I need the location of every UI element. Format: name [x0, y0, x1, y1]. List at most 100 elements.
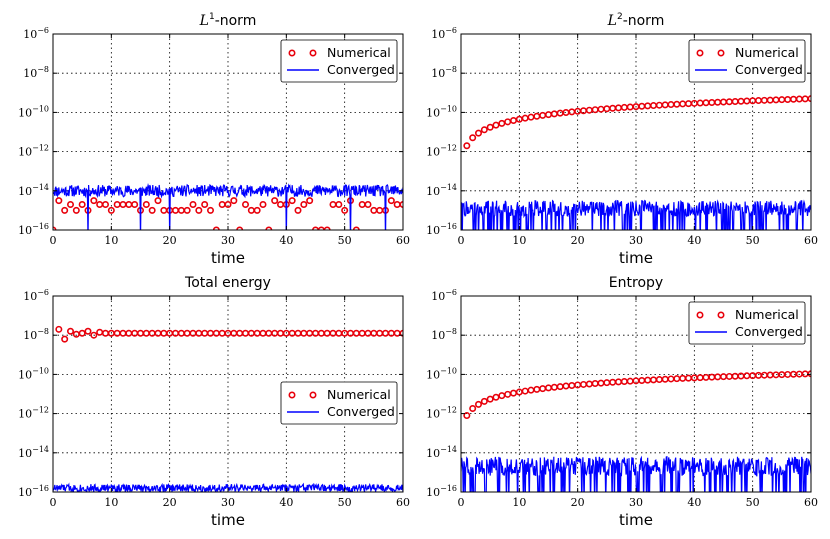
legend-marker-numerical [309, 391, 317, 399]
data-point-numerical [754, 97, 762, 105]
x-tick-label: 30 [221, 234, 235, 247]
x-tick-label: 50 [338, 496, 352, 509]
data-point-numerical [766, 371, 774, 379]
legend: Numerical Converged [280, 39, 398, 83]
y-tick-label: 10−14 [18, 183, 49, 198]
data-point-numerical [690, 99, 698, 107]
data-point-numerical [177, 206, 185, 214]
x-tick-label: 10 [512, 496, 526, 509]
legend: Numerical Converged [280, 381, 398, 425]
data-point-numerical [160, 329, 168, 337]
series-line-converged [53, 182, 403, 230]
data-point-numerical [67, 201, 75, 209]
y-tick-label: 10−8 [23, 65, 49, 80]
data-point-numerical [247, 206, 255, 214]
data-point-numerical [667, 375, 675, 383]
data-point-numerical [224, 201, 232, 209]
data-point-numerical [766, 96, 774, 104]
legend-marker-numerical [696, 49, 704, 57]
data-point-numerical [754, 371, 762, 379]
x-axis-label: time [619, 249, 653, 267]
data-point-numerical [550, 383, 558, 391]
y-tick-label: 10−12 [18, 406, 49, 421]
data-point-numerical [195, 329, 203, 337]
data-point-numerical [259, 329, 267, 337]
x-tick-label: 40 [279, 234, 293, 247]
data-point-numerical [614, 104, 622, 112]
legend-marker-numerical [288, 49, 296, 57]
legend-box [688, 39, 806, 83]
data-point-numerical [300, 329, 308, 337]
data-point-numerical [78, 329, 86, 337]
data-point-numerical [509, 389, 517, 397]
x-axis-label: time [211, 249, 245, 267]
data-point-numerical [113, 201, 121, 209]
data-point-numerical [533, 112, 541, 120]
data-point-numerical [743, 372, 751, 380]
data-point-numerical [276, 201, 284, 209]
legend-box [280, 39, 398, 83]
data-point-numerical [591, 380, 599, 388]
data-point-numerical [696, 99, 704, 107]
data-point-numerical [242, 201, 250, 209]
data-point-numerical [358, 201, 366, 209]
data-point-numerical [335, 201, 343, 209]
data-point-numerical [492, 121, 500, 129]
data-point-numerical [696, 374, 704, 382]
data-point-numerical [544, 111, 552, 119]
data-point-numerical [661, 101, 669, 109]
data-point-numerical [789, 95, 797, 103]
legend-label-numerical: Numerical [327, 387, 391, 402]
chart-title: Entropy [609, 275, 663, 291]
chart-title: L1-norm [199, 12, 257, 29]
data-point-numerical [317, 226, 325, 230]
data-point-numerical [55, 197, 63, 205]
x-tick-label: 0 [50, 496, 57, 509]
x-tick-label: 20 [571, 496, 585, 509]
y-tick-label: 10−10 [18, 104, 49, 119]
data-point-numerical [603, 105, 611, 113]
data-point-numerical [492, 393, 500, 401]
data-point-numerical [486, 395, 494, 403]
data-point-numerical [772, 96, 780, 104]
y-tick-label: 10−12 [18, 144, 49, 159]
data-point-numerical [527, 386, 535, 394]
data-point-numerical [172, 206, 180, 214]
legend-label-converged: Converged [735, 324, 803, 339]
legend: Numerical Converged [688, 39, 806, 83]
data-point-numerical [667, 101, 675, 109]
data-point-numerical [714, 373, 722, 381]
data-point-numerical [725, 98, 733, 106]
data-point-numerical [78, 201, 86, 209]
data-point-numerical [102, 329, 110, 337]
legend-label-converged: Converged [735, 62, 803, 77]
series-line-converged [461, 455, 811, 492]
data-point-numerical [148, 206, 156, 214]
y-tick-label: 10−10 [426, 366, 457, 381]
data-point-numerical [218, 329, 226, 337]
series-line-converged [461, 199, 811, 230]
data-point-numerical [463, 142, 471, 150]
data-point-numerical [271, 197, 279, 205]
legend-marker-numerical [288, 391, 296, 399]
y-tick-label: 10−6 [431, 288, 457, 303]
data-point-numerical [626, 103, 634, 111]
data-point-numerical [142, 329, 150, 337]
x-tick-label: 20 [571, 234, 585, 247]
x-tick-label: 50 [746, 234, 760, 247]
data-point-numerical [294, 329, 302, 337]
data-point-numerical [737, 97, 745, 105]
x-tick-label: 20 [163, 234, 177, 247]
data-point-numerical [329, 201, 337, 209]
data-point-numerical [102, 201, 110, 209]
data-point-numerical [177, 329, 185, 337]
data-point-numerical [620, 378, 628, 386]
data-point-numerical [585, 106, 593, 114]
data-point-numerical [684, 374, 692, 382]
x-tick-label: 40 [687, 234, 701, 247]
y-tick-label: 10−14 [426, 183, 457, 198]
data-point-numerical [96, 328, 104, 336]
legend-label-numerical: Numerical [735, 307, 799, 322]
chart-title: L2-norm [607, 12, 665, 29]
data-point-numerical [107, 206, 115, 214]
